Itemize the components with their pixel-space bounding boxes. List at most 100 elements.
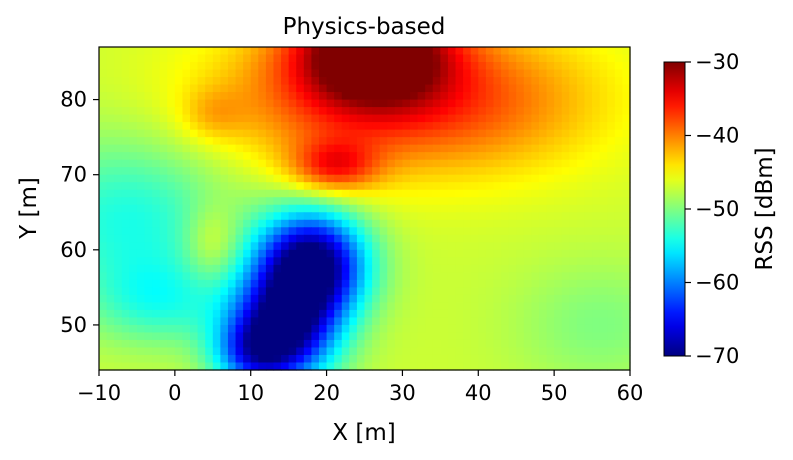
heatmap-cell bbox=[99, 189, 108, 198]
heatmap-cell bbox=[447, 354, 457, 364]
heatmap-cell bbox=[425, 137, 434, 146]
heatmap-cell bbox=[205, 159, 214, 168]
heatmap-cell bbox=[576, 317, 586, 326]
heatmap-cell bbox=[614, 309, 624, 319]
heatmap-cell bbox=[174, 347, 184, 356]
heatmap-cell bbox=[197, 62, 206, 71]
heatmap-cell bbox=[394, 99, 404, 108]
heatmap-cell bbox=[523, 137, 532, 146]
heatmap-cell bbox=[341, 197, 350, 206]
heatmap-cell bbox=[478, 152, 487, 161]
heatmap-cell bbox=[584, 77, 593, 86]
heatmap-cell bbox=[235, 107, 244, 116]
heatmap-cell bbox=[121, 332, 130, 341]
heatmap-cell bbox=[190, 174, 199, 183]
heatmap-cell bbox=[485, 279, 495, 288]
heatmap-cell bbox=[402, 332, 411, 341]
heatmap-cell bbox=[576, 99, 586, 108]
heatmap-cell bbox=[531, 204, 540, 213]
heatmap-cell bbox=[425, 122, 434, 131]
heatmap-cell bbox=[205, 114, 214, 123]
heatmap-cell bbox=[410, 174, 419, 183]
heatmap-cell bbox=[546, 197, 555, 206]
heatmap-cell bbox=[265, 69, 275, 78]
heatmap-cell bbox=[440, 257, 449, 266]
heatmap-cell bbox=[394, 219, 404, 228]
heatmap-cell bbox=[379, 129, 388, 138]
heatmap-cell bbox=[485, 227, 495, 236]
heatmap-cell bbox=[440, 159, 449, 168]
heatmap-cell bbox=[607, 249, 616, 258]
heatmap-cell bbox=[372, 257, 381, 266]
heatmap-cell bbox=[538, 234, 548, 243]
heatmap-cell bbox=[394, 332, 404, 341]
heatmap-cell bbox=[258, 144, 267, 153]
heatmap-cell bbox=[174, 129, 184, 138]
heatmap-cell bbox=[546, 159, 555, 168]
heatmap-cell bbox=[387, 152, 396, 161]
heatmap-cell bbox=[303, 182, 312, 191]
x-tick-label: 0 bbox=[168, 381, 181, 405]
heatmap-cell bbox=[394, 362, 404, 371]
heatmap-cell bbox=[235, 182, 244, 191]
heatmap-cell bbox=[622, 174, 631, 183]
heatmap-cell bbox=[455, 197, 464, 206]
heatmap-cell bbox=[250, 287, 259, 296]
heatmap-cell bbox=[334, 174, 343, 183]
heatmap-cell bbox=[432, 189, 441, 198]
heatmap-cell bbox=[394, 167, 404, 176]
heatmap-cell bbox=[592, 302, 601, 311]
heatmap-cell bbox=[447, 279, 457, 288]
heatmap-cell bbox=[538, 84, 548, 93]
heatmap-cell bbox=[159, 144, 168, 153]
heatmap-cell bbox=[485, 332, 495, 341]
heatmap-cell bbox=[99, 62, 108, 71]
heatmap-cell bbox=[318, 152, 328, 161]
heatmap-cell bbox=[546, 362, 555, 371]
heatmap-cell bbox=[296, 114, 305, 123]
heatmap-cell bbox=[470, 272, 479, 281]
heatmap-cell bbox=[432, 152, 441, 161]
heatmap-cell bbox=[205, 219, 214, 228]
heatmap-cell bbox=[318, 122, 328, 131]
heatmap-cell bbox=[121, 107, 130, 116]
heatmap-cell bbox=[99, 242, 108, 251]
heatmap-cell bbox=[561, 287, 570, 296]
heatmap-cell bbox=[243, 122, 252, 131]
heatmap-cell bbox=[387, 114, 396, 123]
heatmap-cell bbox=[440, 347, 449, 356]
heatmap-cell bbox=[227, 107, 237, 116]
heatmap-cell bbox=[538, 174, 548, 183]
heatmap-cell bbox=[622, 362, 631, 371]
heatmap-cell bbox=[387, 77, 396, 86]
heatmap-cell bbox=[205, 77, 214, 86]
heatmap-cell bbox=[326, 99, 335, 108]
heatmap-cell bbox=[417, 77, 426, 86]
heatmap-cell bbox=[501, 62, 510, 71]
heatmap-cell bbox=[538, 294, 548, 303]
heatmap-cell bbox=[106, 107, 115, 116]
heatmap-cell bbox=[167, 54, 176, 63]
heatmap-cell bbox=[432, 92, 441, 101]
heatmap-cell bbox=[311, 84, 320, 93]
heatmap-cell bbox=[622, 242, 631, 251]
heatmap-cell bbox=[531, 107, 540, 116]
heatmap-cell bbox=[622, 339, 631, 349]
heatmap-cell bbox=[121, 174, 130, 183]
heatmap-cell bbox=[402, 99, 411, 108]
heatmap-cell bbox=[167, 69, 176, 78]
heatmap-cell bbox=[379, 242, 388, 251]
heatmap-cell bbox=[599, 144, 608, 153]
heatmap-cell bbox=[592, 264, 601, 273]
heatmap-cell bbox=[205, 54, 214, 63]
heatmap-cell bbox=[121, 92, 130, 101]
heatmap-cell bbox=[121, 242, 130, 251]
heatmap-cell bbox=[334, 339, 343, 349]
heatmap-cell bbox=[394, 189, 404, 198]
heatmap-cell bbox=[387, 257, 396, 266]
heatmap-cell bbox=[516, 294, 525, 303]
heatmap-cell bbox=[205, 92, 214, 101]
heatmap-cell bbox=[561, 129, 570, 138]
heatmap-cell bbox=[372, 69, 381, 78]
heatmap-cell bbox=[440, 129, 449, 138]
